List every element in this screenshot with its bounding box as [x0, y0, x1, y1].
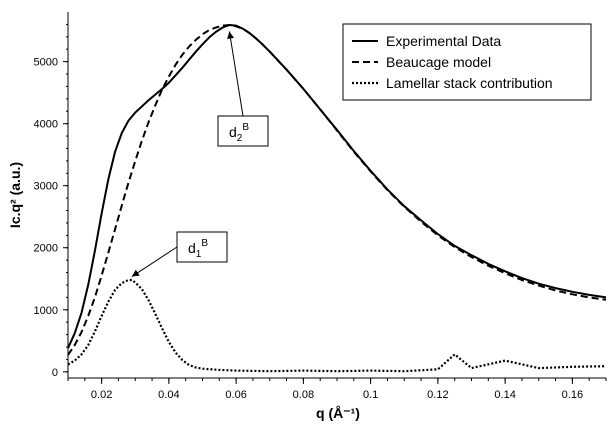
y-axis: 0 1000 2000 3000 4000 5000: [34, 12, 69, 379]
x-axis-label: q (Å⁻¹): [316, 405, 360, 421]
annotation-arrowhead: [227, 31, 234, 39]
legend: Experimental Data Beaucage model Lamellar …: [342, 23, 592, 101]
series-line-2: [67, 24, 607, 356]
y-axis-label: Ic.q² (a.u.): [7, 162, 23, 228]
y-tick-label: 2000: [34, 243, 58, 255]
x-tick-label: 0.08: [293, 389, 314, 401]
annotation-arrowhead: [131, 269, 140, 277]
x-tick-label: 0.1: [363, 389, 378, 401]
legend-label: Beaucage model: [386, 54, 491, 70]
x-axis: 0.02 0.04 0.06 0.08 0.1 0.12 0.14 0.16: [67, 377, 607, 401]
x-tick-label: 0.04: [158, 389, 179, 401]
y-tick-label: 0: [52, 367, 58, 379]
x-tick-label: 0.16: [562, 389, 583, 401]
annotation-arrow: [228, 31, 244, 117]
x-tick-label: 0.12: [427, 389, 448, 401]
annotations: d2B d1B: [131, 31, 269, 277]
plot-area: [67, 24, 607, 373]
x-tick-label: 0.06: [225, 389, 246, 401]
annotation-label: d1B: [188, 238, 208, 260]
y-tick-label: 4000: [34, 119, 58, 131]
x-tick-label: 0.02: [91, 389, 112, 401]
x-tick-label: 0.14: [494, 389, 515, 401]
legend-label: Lamellar stack contribution: [386, 75, 553, 91]
annotation-arrow: [131, 246, 178, 277]
annotation-label: d2B: [229, 122, 249, 144]
annotation-box: [217, 115, 269, 147]
legend-box: [342, 23, 592, 101]
y-tick-label: 1000: [34, 305, 58, 317]
annotation-box: [176, 231, 228, 263]
series-line-3: [67, 278, 607, 373]
legend-label: Experimental Data: [386, 33, 501, 49]
y-tick-label: 3000: [34, 181, 58, 193]
y-tick-label: 5000: [34, 57, 58, 69]
